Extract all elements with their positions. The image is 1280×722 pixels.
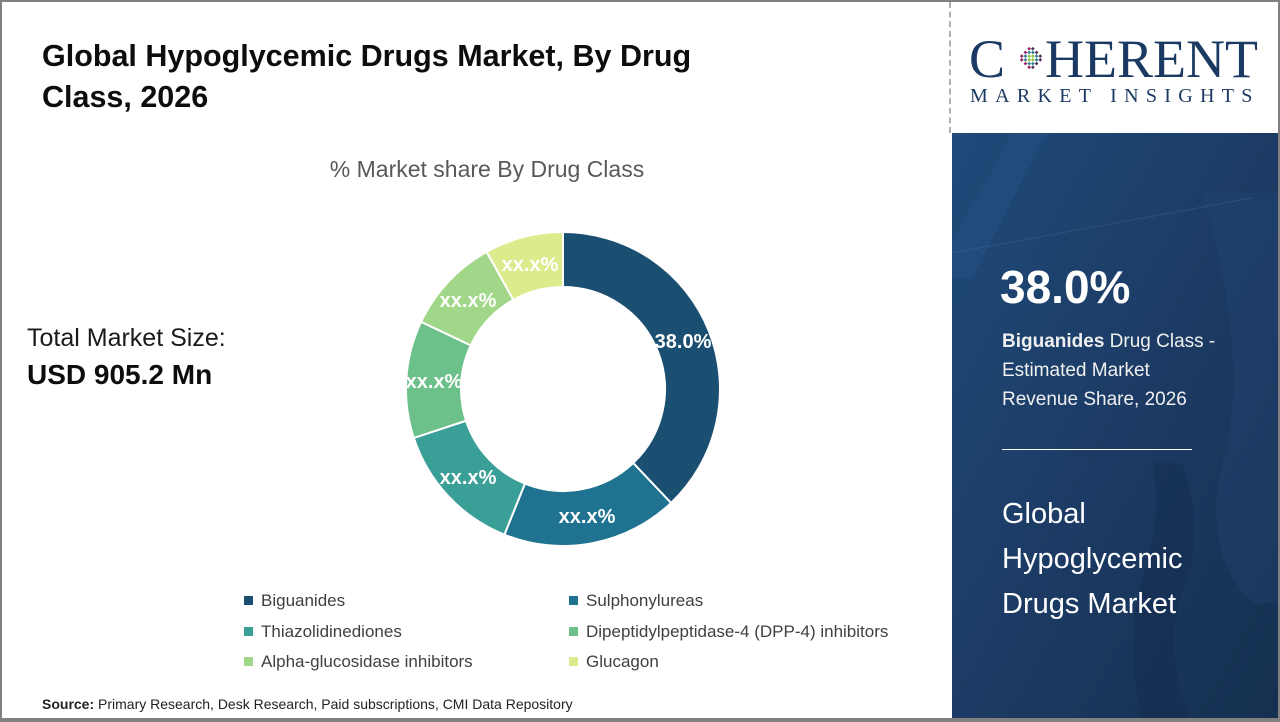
svg-text:xx.x%: xx.x%: [502, 254, 559, 276]
svg-text:xx.x%: xx.x%: [440, 290, 497, 312]
svg-text:xx.x%: xx.x%: [440, 467, 497, 489]
svg-text:xx.x%: xx.x%: [559, 506, 616, 528]
svg-text:38.0%: 38.0%: [655, 331, 712, 353]
svg-text:xx.x%: xx.x%: [406, 371, 463, 393]
